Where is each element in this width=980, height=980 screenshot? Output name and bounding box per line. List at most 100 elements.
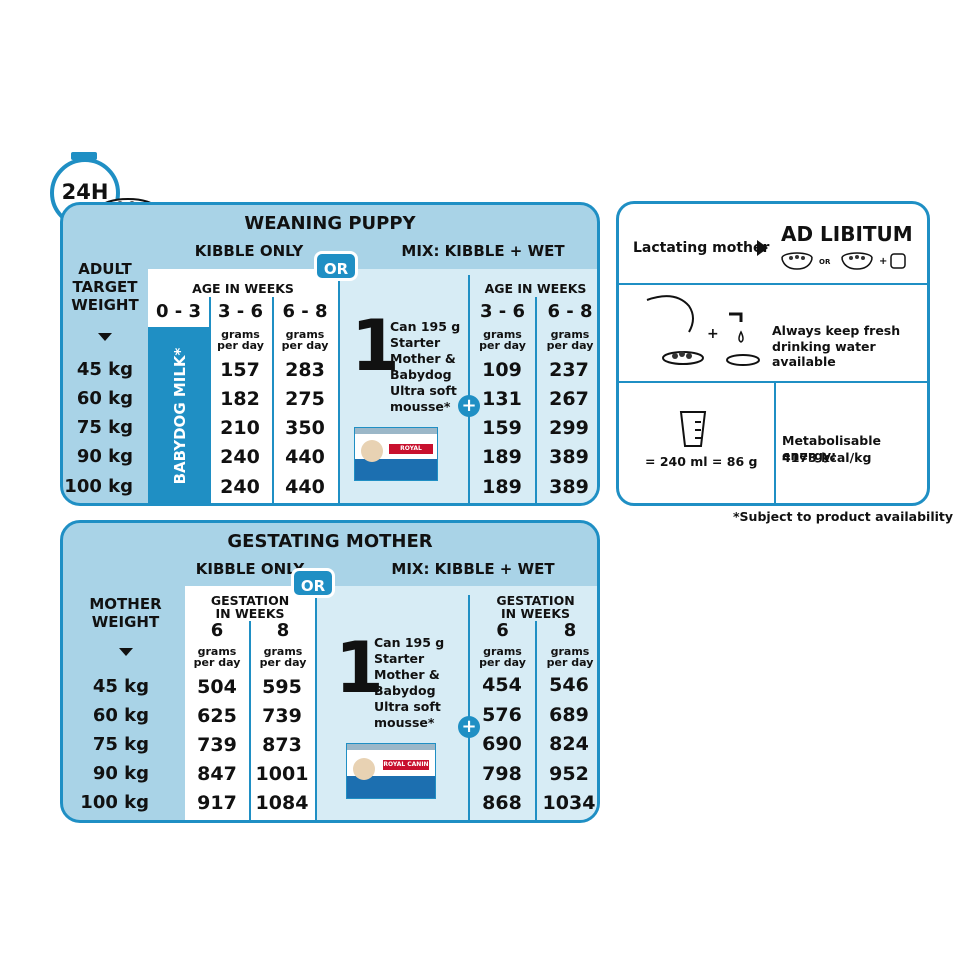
badge-label: 24H: [61, 180, 109, 204]
gestating-value: 690: [482, 733, 522, 755]
gestating-mix-unit-2a: grams: [550, 645, 590, 658]
gestating-unit-2a: grams: [263, 645, 303, 658]
svg-text:+: +: [707, 326, 719, 342]
gestating-gest-header-2: IN WEEKS: [215, 606, 285, 621]
weaning-age-col-0: 0 - 3: [155, 301, 202, 322]
or-small-label: OR: [819, 258, 831, 266]
weaning-value: 389: [549, 476, 589, 498]
weaning-side-header-3: WEIGHT: [71, 296, 139, 314]
gestating-mix-gest-header-2: IN WEEKS: [500, 606, 571, 621]
gestating-can-text-3: Babydog: [374, 683, 436, 698]
weaning-can-text-2: Mother &: [390, 351, 456, 366]
gestating-value: 739: [197, 734, 237, 756]
cup-text: = 240 ml = 86 g: [645, 454, 758, 469]
weaning-can-text-0: Can 195 g: [390, 319, 461, 334]
babydog-label: BABYDOG MILK*: [171, 347, 189, 485]
footnote: *Subject to product availability: [733, 509, 954, 524]
gestating-mix-gest-header-1: GESTATION: [496, 593, 575, 608]
weaning-value: 440: [285, 446, 325, 468]
gestating-side-header-1: MOTHER: [89, 595, 162, 613]
gestating-value: 546: [549, 674, 589, 696]
weaning-weight: 100 kg: [64, 476, 133, 497]
gestating-kibble-only-label: KIBBLE ONLY: [195, 560, 305, 578]
weaning-value: 159: [482, 417, 522, 439]
weaning-kibble-only-label: KIBBLE ONLY: [194, 242, 304, 260]
svg-text:+: +: [879, 256, 887, 267]
weaning-side-header-2: TARGET: [72, 278, 138, 296]
gestating-or-badge: OR: [291, 568, 335, 598]
gestating-value: 952: [549, 763, 589, 785]
gestating-gest-header-1: GESTATION: [210, 593, 290, 608]
weaning-mix-unit-2b: per day: [546, 339, 594, 352]
gestating-weight: 45 kg: [92, 676, 149, 697]
weaning-plus-icon: +: [458, 395, 480, 417]
gestating-value: 576: [482, 704, 522, 726]
arrow-down-icon: [119, 648, 133, 656]
weaning-can-text-5: mousse*: [390, 399, 451, 414]
gestating-value: 868: [482, 792, 522, 814]
weaning-value: 189: [482, 446, 522, 468]
gestating-unit-1b: per day: [193, 656, 241, 669]
gestating-col-0: 6: [210, 620, 224, 641]
gestating-value: 595: [262, 676, 302, 698]
gestating-value: 504: [197, 676, 237, 698]
ad-libitum-label: AD LIBITUM: [781, 222, 913, 246]
weaning-value: 210: [220, 417, 260, 439]
weaning-mix-unit-1b: per day: [479, 339, 526, 352]
measuring-cup-icon: [677, 408, 709, 448]
weaning-age-header: AGE IN WEEKS: [192, 281, 294, 296]
weaning-unit-2a: grams: [285, 328, 325, 341]
gestating-side-header-2: WEIGHT: [91, 613, 160, 631]
weaning-value: 240: [220, 446, 260, 468]
weaning-can-logo: ROYAL CANIN: [389, 444, 433, 461]
info-card: Lactating mother AD LIBITUM + OR + Alway…: [616, 201, 930, 506]
gestating-mix-unit-1b: per day: [479, 656, 526, 669]
gestating-title: GESTATING MOTHER: [227, 531, 433, 552]
weaning-can-text-1: Starter: [390, 335, 441, 350]
gestating-mix-label: MIX: KIBBLE + WET: [391, 560, 555, 578]
arrow-down-icon: [98, 333, 112, 341]
weaning-value: 283: [285, 359, 325, 381]
weaning-value: 389: [549, 446, 589, 468]
gestating-value: 1084: [255, 792, 309, 814]
gestating-can-text-4: Ultra soft: [374, 699, 441, 714]
weaning-unit-1a: grams: [221, 328, 260, 341]
weaning-unit-2b: per day: [281, 339, 329, 352]
weaning-value: 157: [220, 359, 260, 381]
gestating-value: 689: [549, 704, 589, 726]
gestating-plus-icon: +: [458, 716, 480, 738]
gestating-value: 847: [197, 763, 237, 785]
weaning-puppy-card: WEANING PUPPY KIBBLE ONLY MIX: KIBBLE + …: [60, 202, 600, 506]
gestating-can-logo: ROYAL CANIN: [383, 760, 429, 770]
weaning-mix-age-col-0: 3 - 6: [479, 301, 526, 322]
gestating-can-text-1: Starter: [374, 651, 425, 666]
weaning-weight: 75 kg: [76, 417, 133, 438]
gestating-can-text-2: Mother &: [374, 667, 440, 682]
gestating-mix-unit-1a: grams: [483, 645, 522, 658]
water-text-1: Always keep fresh: [772, 323, 901, 338]
weaning-can-image: ROYAL CANIN: [354, 427, 438, 481]
gestating-value: 798: [482, 763, 522, 785]
food-options-icons: +: [779, 250, 919, 272]
gestating-mix-col-1: 8: [563, 620, 577, 641]
weaning-weight: 45 kg: [76, 359, 133, 380]
gestating-value: 1001: [255, 763, 309, 785]
weaning-mix-label: MIX: KIBBLE + WET: [401, 242, 565, 260]
gestating-value: 873: [262, 734, 302, 756]
weaning-unit-1b: per day: [217, 339, 264, 352]
weaning-value: 240: [220, 476, 260, 498]
weaning-value: 131: [482, 388, 522, 410]
gestating-value: 824: [549, 733, 589, 755]
weaning-age-col-2: 6 - 8: [282, 301, 328, 322]
gestating-value: 917: [197, 792, 237, 814]
gestating-value: 454: [482, 674, 522, 696]
gestating-can-text-0: Can 195 g: [374, 635, 445, 650]
weaning-can-count: 1: [351, 305, 400, 387]
weaning-value: 440: [285, 476, 325, 498]
gestating-weight: 75 kg: [92, 734, 149, 755]
energy-value: 4173 kcal/kg: [782, 450, 872, 465]
weaning-weight: 60 kg: [76, 388, 133, 409]
weaning-can-text-4: Ultra soft: [390, 383, 457, 398]
weaning-mix-unit-1a: grams: [483, 328, 522, 341]
arrow-right-icon: [757, 240, 768, 256]
